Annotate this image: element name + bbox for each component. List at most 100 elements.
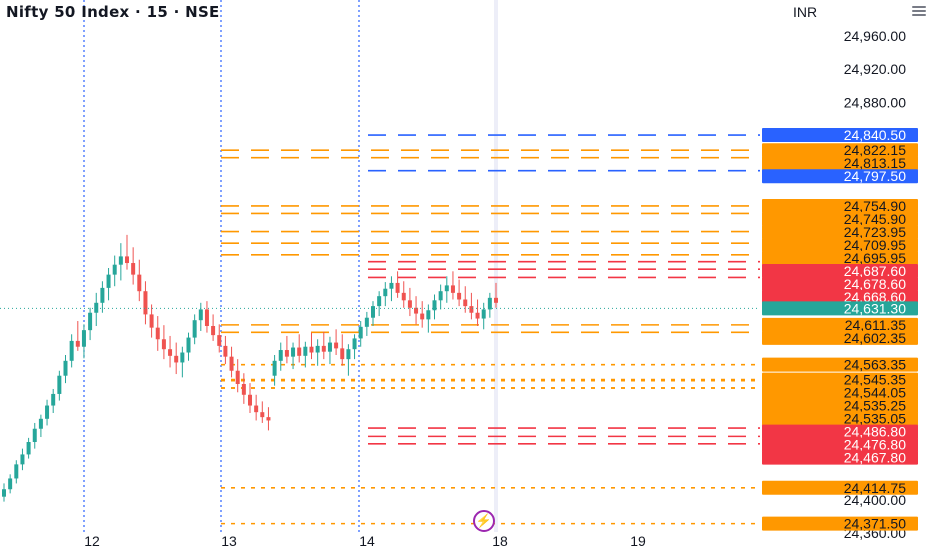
y-tick-label: 24,400.00 xyxy=(844,492,906,508)
candle-body xyxy=(321,345,326,352)
candle-1 xyxy=(8,474,13,494)
candle-body xyxy=(235,370,240,384)
level-label-text: 24,709.95 xyxy=(844,237,906,253)
lightning-event-icon[interactable]: ⚡ xyxy=(473,510,495,532)
candle-13 xyxy=(81,324,86,359)
level-label-bg xyxy=(762,317,918,332)
level-label-bg xyxy=(762,450,918,465)
candle-body xyxy=(45,405,50,419)
candle-40 xyxy=(248,383,252,413)
candle-0 xyxy=(2,483,6,502)
level-label-21: 24,467.80 xyxy=(762,450,918,466)
candle-body xyxy=(444,285,449,292)
y-tick-label: 24,880.00 xyxy=(844,94,906,110)
candle-16 xyxy=(100,281,105,313)
candle-body xyxy=(143,291,148,315)
candle-body xyxy=(475,312,480,319)
candle-body xyxy=(81,330,86,347)
level-label-19: 24,486.80 xyxy=(762,424,918,440)
candle-57 xyxy=(352,334,357,360)
candle-body xyxy=(327,342,332,352)
candle-body xyxy=(377,296,382,307)
candle-42 xyxy=(260,401,265,423)
candle-body xyxy=(241,384,246,395)
level-label-text: 24,486.80 xyxy=(844,424,906,440)
candle-body xyxy=(20,454,25,465)
candle-24 xyxy=(149,304,154,338)
candle-26 xyxy=(161,325,166,360)
candle-body xyxy=(407,300,412,308)
candle-50 xyxy=(309,332,314,360)
candle-35 xyxy=(217,324,222,353)
candle-body xyxy=(186,337,191,353)
level-label-18: 24,535.05 xyxy=(762,411,918,427)
level-label-22: 24,414.75 xyxy=(762,480,918,496)
candle-body xyxy=(414,307,419,314)
last-price-label-bg xyxy=(762,301,918,316)
candle-19 xyxy=(118,243,123,281)
candle-11 xyxy=(69,334,74,368)
level-label-12: 24,611.35 xyxy=(762,317,918,333)
candle-75 xyxy=(463,286,468,313)
candle-body xyxy=(248,394,252,406)
level-label-20: 24,476.80 xyxy=(762,437,918,453)
level-label-text: 24,687.60 xyxy=(844,263,906,279)
candle-80 xyxy=(494,282,498,308)
level-label-bg xyxy=(762,263,918,278)
candle-36 xyxy=(223,335,228,365)
candle-52 xyxy=(321,331,326,360)
level-label-5: 24,745.90 xyxy=(762,211,918,227)
candle-39 xyxy=(241,373,246,404)
level-label-text: 24,535.05 xyxy=(844,411,906,427)
level-label-text: 24,754.90 xyxy=(844,198,906,214)
candle-body xyxy=(174,355,179,363)
level-label-text: 24,745.90 xyxy=(844,211,906,227)
level-label-11: 24,668.60 xyxy=(762,289,918,305)
level-label-text: 24,414.75 xyxy=(844,480,906,496)
candle-body xyxy=(487,297,492,310)
level-label-bg xyxy=(762,357,918,372)
candle-27 xyxy=(168,335,173,368)
candle-body xyxy=(463,299,468,307)
level-label-text: 24,545.35 xyxy=(844,372,906,388)
candle-body xyxy=(180,352,185,363)
level-label-9: 24,687.60 xyxy=(762,263,918,279)
candle-38 xyxy=(235,359,240,393)
candle-32 xyxy=(198,302,203,331)
candle-54 xyxy=(334,329,339,355)
candle-body xyxy=(75,340,80,347)
candle-79 xyxy=(487,292,492,318)
candle-body xyxy=(38,418,43,429)
candle-31 xyxy=(192,314,197,345)
candle-body xyxy=(432,300,437,311)
candle-body xyxy=(211,326,216,336)
candle-body xyxy=(469,306,474,313)
level-label-bg xyxy=(762,516,918,531)
candles xyxy=(2,234,498,502)
candle-20 xyxy=(125,234,129,270)
candle-15 xyxy=(94,292,99,326)
candle-body xyxy=(198,309,203,321)
candle-body xyxy=(100,287,105,303)
candle-41 xyxy=(254,394,259,421)
x-tick-label: 18 xyxy=(492,533,508,549)
level-label-16: 24,544.05 xyxy=(762,385,918,401)
candle-body xyxy=(57,375,62,394)
candle-body xyxy=(389,282,394,289)
candle-body xyxy=(291,347,296,357)
level-label-text: 24,563.35 xyxy=(844,357,906,373)
hamburger-menu-icon[interactable] xyxy=(912,4,926,18)
level-label-8: 24,695.95 xyxy=(762,250,918,266)
level-label-bg xyxy=(762,437,918,452)
current-day-marker xyxy=(494,0,498,532)
candle-58 xyxy=(358,321,363,347)
chart-title[interactable]: Nifty 50 Index · 15 · NSE xyxy=(6,3,220,21)
candle-body xyxy=(63,360,68,376)
candle-body xyxy=(69,340,74,361)
candle-14 xyxy=(88,307,93,341)
level-label-3: 24,797.50 xyxy=(762,168,918,184)
candle-body xyxy=(192,320,197,338)
currency-label[interactable]: INR xyxy=(793,4,818,20)
candle-body xyxy=(303,346,308,356)
